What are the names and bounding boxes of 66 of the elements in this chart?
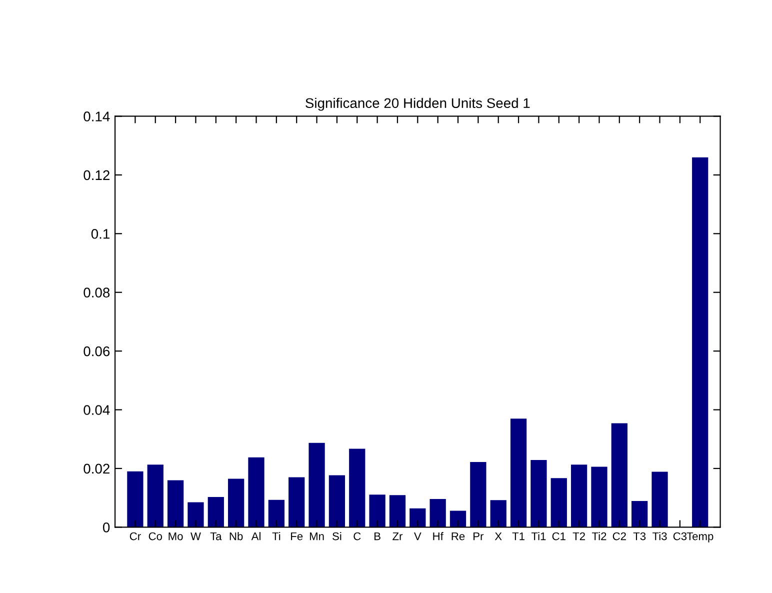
bar — [692, 157, 708, 528]
y-tick-label: 0.1 — [91, 228, 110, 239]
bar — [369, 494, 386, 528]
y-tick-label: 0.08 — [84, 288, 110, 298]
x-tick-label: Ti1 — [531, 532, 546, 540]
x-tick-label: Mo — [168, 532, 183, 540]
y-tick-label: 0 — [102, 522, 110, 532]
x-tick-label: Ta — [210, 532, 222, 540]
bar — [470, 462, 486, 528]
x-tick-label: Re — [452, 532, 465, 540]
x-tick-label: Si — [332, 532, 342, 540]
bar — [611, 423, 628, 528]
bar — [570, 464, 588, 528]
x-tick-label: Pr — [474, 532, 484, 540]
bar — [147, 464, 164, 528]
y-tick-label: 0.06 — [84, 346, 110, 356]
x-tick-label: C1 — [552, 532, 566, 540]
bar — [248, 457, 264, 528]
x-tick-label: Ti2 — [592, 532, 606, 540]
bar — [208, 496, 224, 528]
bar — [308, 442, 325, 528]
x-tick-label: Co — [148, 532, 162, 540]
bar — [490, 500, 506, 528]
x-tick-label: Zr — [392, 532, 403, 540]
x-tick-label: W — [190, 532, 201, 540]
x-tick-label: Fe — [291, 532, 303, 540]
bar — [389, 495, 406, 528]
x-tick-label: C — [354, 532, 361, 540]
bar — [349, 448, 366, 528]
x-tick-label: C3 — [673, 532, 687, 540]
x-tick-label: Ti3 — [652, 532, 667, 540]
bar — [632, 501, 648, 528]
x-tick-label: Nb — [230, 532, 243, 540]
y-tick-label: 0.12 — [84, 170, 110, 180]
y-tick-label: 0.02 — [84, 464, 110, 474]
x-tick-label: V — [414, 532, 422, 540]
chart-title: Significance 20 Hidden Units Seed 1 — [306, 98, 530, 111]
bar — [228, 478, 244, 528]
bar — [550, 478, 567, 528]
bar — [530, 460, 547, 528]
y-tick-label: 0.04 — [84, 405, 110, 415]
bar — [328, 475, 346, 528]
bar — [430, 499, 446, 528]
bar — [127, 471, 144, 528]
bar — [591, 466, 608, 528]
x-tick-label: Hf — [433, 532, 444, 540]
x-tick-label: T3 — [633, 532, 646, 540]
bar — [450, 510, 466, 528]
bar — [410, 508, 426, 528]
x-tick-label: C2 — [612, 532, 626, 540]
x-tick-label: Cr — [130, 532, 141, 540]
bar — [288, 477, 305, 528]
x-tick-label: T1 — [512, 532, 524, 540]
y-tick-label: 0.14 — [84, 112, 110, 122]
x-tick-label: Ti — [272, 532, 280, 540]
bar — [652, 472, 668, 528]
bar — [268, 500, 284, 528]
x-tick-label: X — [494, 532, 502, 540]
bar — [188, 502, 204, 528]
x-tick-label: Al — [251, 532, 260, 540]
bar — [510, 418, 527, 528]
x-tick-label: T2 — [572, 532, 585, 540]
x-tick-label: Mn — [310, 532, 324, 540]
x-tick-label: B — [374, 532, 380, 540]
bar — [167, 480, 184, 528]
x-tick-label: Temp — [686, 532, 714, 542]
